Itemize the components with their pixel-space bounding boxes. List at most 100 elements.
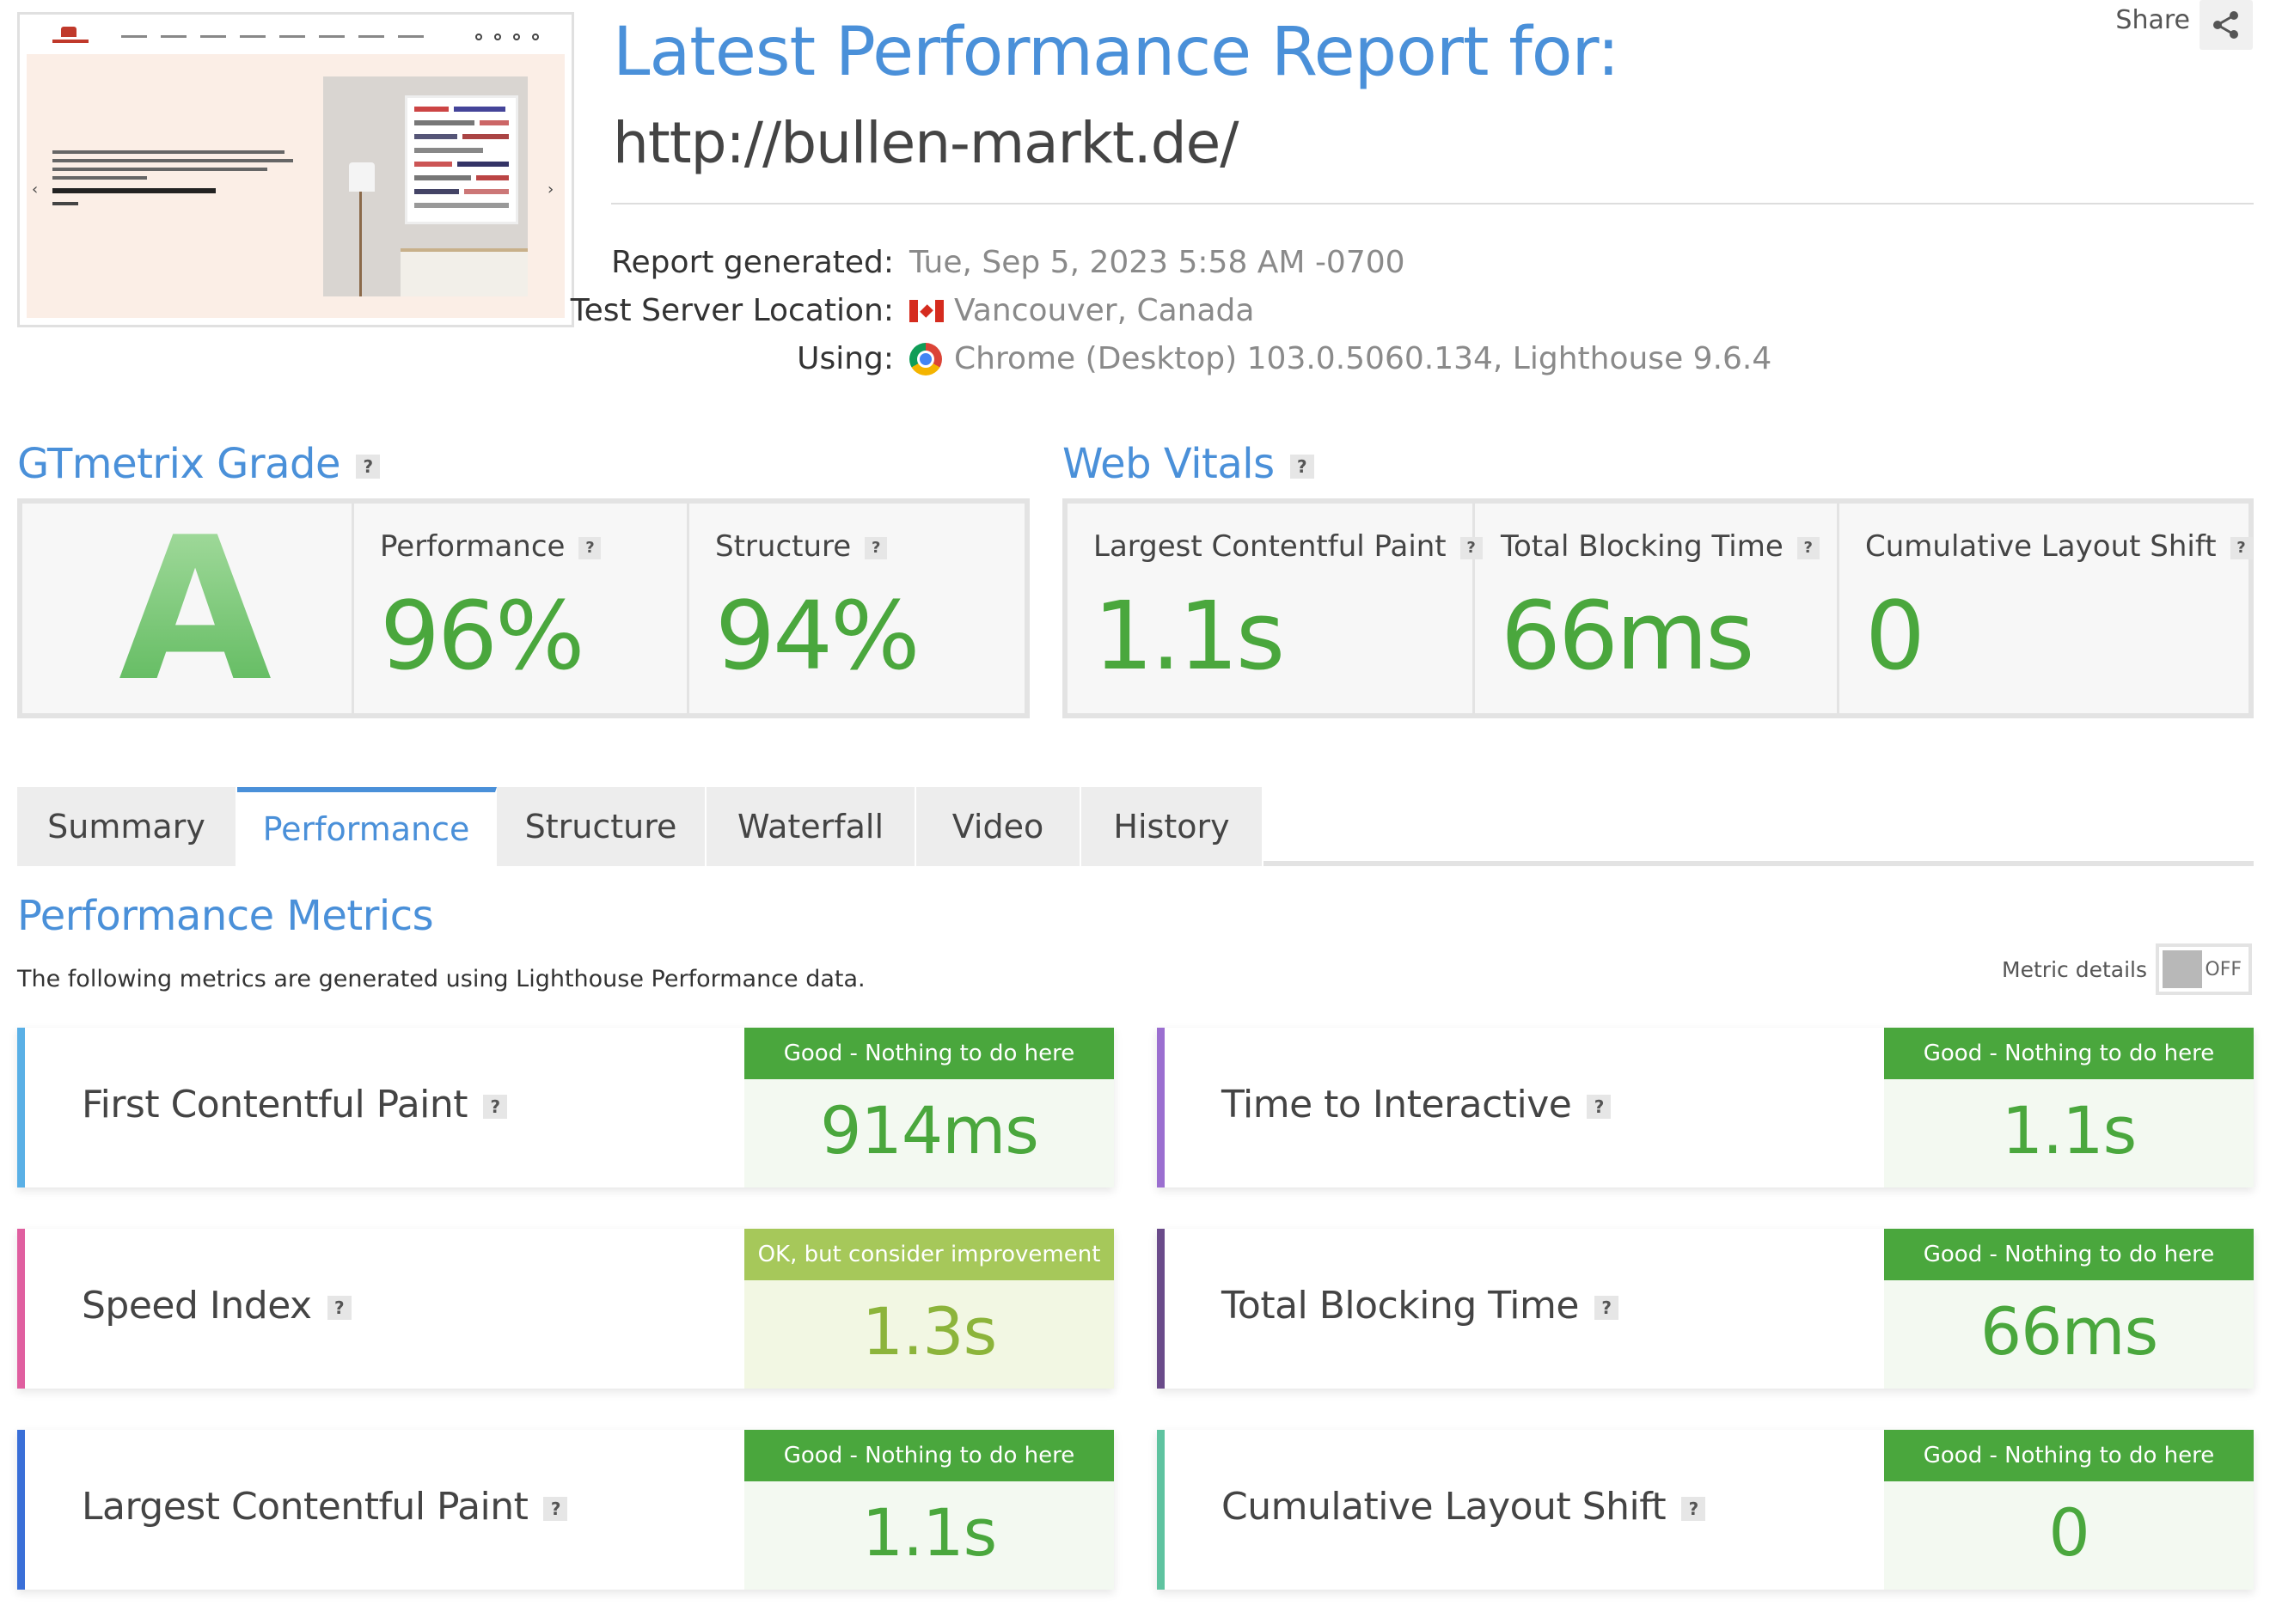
metric-result: Good - Nothing to do here 1.1s [1884,1028,2254,1187]
metric-status: Good - Nothing to do here [1884,1430,2254,1481]
performance-metrics-title: Performance Metrics [17,892,434,940]
metric-label: Largest Contentful Paint [82,1485,529,1529]
help-icon[interactable]: ? [327,1296,352,1320]
metric-result: Good - Nothing to do here 66ms [1884,1229,2254,1389]
gtmetrix-grade-panel: A Performance? 96% Structure? 94% [17,498,1030,718]
poster-image [405,95,518,224]
metric-value: 1.1s [2001,1092,2137,1169]
metric-value: 1.3s [861,1293,997,1370]
page-screenshot-thumbnail[interactable]: ‹ › [17,12,574,327]
web-vitals-title: Web Vitals [1062,440,1275,488]
metric-label: Speed Index [82,1284,312,1328]
help-icon[interactable]: ? [483,1095,508,1119]
performance-metrics-description: The following metrics are generated usin… [17,966,866,992]
vital-label: Total Blocking Time [1501,529,1783,564]
help-icon[interactable]: ? [1796,536,1820,559]
vital-label: Largest Contentful Paint [1093,529,1447,564]
vital-tbt-cell: Total Blocking Time? 66ms [1475,504,1839,713]
thumbnail-hero-photo [323,76,528,296]
metric-card-tbt: Total Blocking Time? Good - Nothing to d… [1157,1229,2254,1389]
thumbnail-prev-arrow-icon: ‹ [32,180,39,198]
thumbnail-image: ‹ › [27,21,565,318]
performance-score-cell: Performance? 96% [354,504,689,713]
help-icon[interactable]: ? [2230,536,2253,559]
thumbnail-hero-text [52,150,310,205]
share-label[interactable]: Share [2115,5,2190,35]
report-url[interactable]: http://bullen-markt.de/ [613,110,1239,176]
thumbnail-next-arrow-icon: › [548,180,554,198]
metric-card-cls: Cumulative Layout Shift? Good - Nothing … [1157,1430,2254,1590]
meta-label: Report generated: [611,245,894,280]
grade-letter-cell: A [22,504,354,713]
report-tabs: Summary Performance Structure Waterfall … [17,787,1263,866]
metric-result: OK, but consider improvement 1.3s [744,1229,1114,1389]
report-meta: Report generated: Tue, Sep 5, 2023 5:58 … [516,239,1772,383]
metric-card-speed-index: Speed Index? OK, but consider improvemen… [17,1229,1114,1389]
lamp-image [349,162,375,192]
thumbnail-nav [27,21,565,54]
metric-card-lcp: Largest Contentful Paint? Good - Nothing… [17,1430,1114,1590]
help-icon[interactable]: ? [1587,1095,1612,1119]
tab-summary[interactable]: Summary [17,787,237,866]
metric-details-label: Metric details [2002,956,2147,982]
help-icon[interactable]: ? [1289,455,1314,479]
metric-result: Good - Nothing to do here 0 [1884,1430,2254,1590]
metric-status: Good - Nothing to do here [744,1028,1114,1079]
share-button[interactable] [2200,0,2253,50]
tab-waterfall[interactable]: Waterfall [707,787,916,866]
meta-value: Vancouver, Canada [954,293,1255,328]
metric-card-fcp: First Contentful Paint? Good - Nothing t… [17,1028,1114,1187]
meta-label: Using: [797,341,894,376]
bull-logo-icon [52,27,89,46]
help-icon[interactable]: ? [1459,536,1483,559]
toggle-knob [2163,950,2202,988]
help-icon[interactable]: ? [865,536,888,559]
tab-video[interactable]: Video [916,787,1081,866]
metric-status: OK, but consider improvement [744,1229,1114,1280]
structure-score-cell: Structure? 94% [689,504,1025,713]
help-icon[interactable]: ? [543,1497,568,1521]
grade-letter: A [119,496,272,725]
thumbnail-menu [121,35,424,38]
metric-card-tti: Time to Interactive? Good - Nothing to d… [1157,1028,2254,1187]
chrome-icon [909,343,942,375]
metric-label: Total Blocking Time [1221,1284,1579,1328]
structure-score-label: Structure [715,529,852,564]
help-icon[interactable]: ? [1681,1497,1706,1521]
gtmetrix-grade-title: GTmetrix Grade [17,440,341,488]
cabinet-image [401,248,528,296]
canada-flag-icon [909,300,944,322]
metric-label: First Contentful Paint [82,1083,468,1126]
metric-value: 0 [2048,1494,2089,1571]
help-icon[interactable]: ? [1594,1296,1618,1320]
meta-value: Chrome (Desktop) 103.0.5060.134, Lightho… [954,341,1772,376]
lamp-stand [359,192,362,296]
vital-lcp-cell: Largest Contentful Paint? 1.1s [1068,504,1483,713]
tab-history[interactable]: History [1081,787,1263,866]
metric-label: Cumulative Layout Shift [1221,1485,1667,1529]
metric-value: 914ms [820,1092,1039,1169]
metric-details-toggle[interactable]: OFF [2156,943,2252,995]
web-vitals-panel: Largest Contentful Paint? 1.1s Total Blo… [1062,498,2254,718]
metric-result: Good - Nothing to do here 914ms [744,1028,1114,1187]
vital-value: 1.1s [1093,581,1285,691]
help-icon[interactable]: ? [356,455,380,479]
thumbnail-nav-icons [475,34,539,40]
vital-label: Cumulative Layout Shift [1865,529,2217,564]
performance-score-value: 96% [380,581,584,691]
help-icon[interactable]: ? [578,536,602,559]
metric-status: Good - Nothing to do here [744,1430,1114,1481]
metric-status: Good - Nothing to do here [1884,1229,2254,1280]
header-divider [611,203,2254,205]
meta-server-location: Test Server Location: Vancouver, Canada [516,287,1771,335]
share-icon [2213,11,2238,39]
performance-score-label: Performance [380,529,566,564]
meta-report-generated: Report generated: Tue, Sep 5, 2023 5:58 … [516,239,1771,287]
web-vitals-heading: Web Vitals? [1062,440,1314,488]
vital-value: 66ms [1501,581,1754,691]
gtmetrix-grade-heading: GTmetrix Grade? [17,440,380,488]
report-title: Latest Performance Report for: [613,14,1619,91]
metric-status: Good - Nothing to do here [1884,1028,2254,1079]
tab-performance[interactable]: Performance [237,787,497,866]
tab-structure[interactable]: Structure [497,787,707,866]
